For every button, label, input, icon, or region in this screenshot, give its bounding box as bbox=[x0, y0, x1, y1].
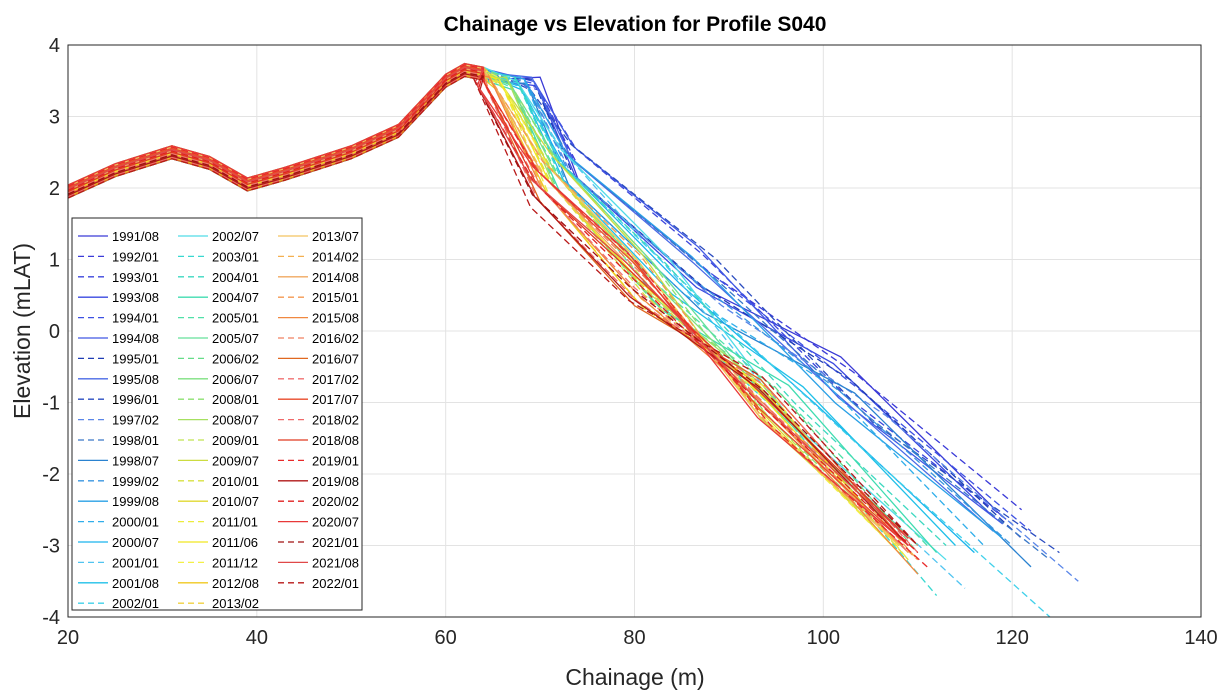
series-lines bbox=[67, 62, 1079, 618]
y-tick-label: -4 bbox=[42, 607, 60, 629]
y-tick-label: 4 bbox=[49, 35, 60, 57]
legend-label: 1996/01 bbox=[112, 392, 159, 407]
y-tick-labels: 4 3 2 1 0 -1 -2 -3 -4 bbox=[42, 35, 60, 629]
series-line-2020-07 bbox=[67, 62, 909, 546]
y-tick-label: 3 bbox=[49, 107, 60, 129]
legend-label: 2010/01 bbox=[212, 474, 259, 489]
legend-label: 2016/07 bbox=[312, 351, 359, 366]
x-tick-label: 140 bbox=[1184, 627, 1217, 649]
legend-label: 2011/06 bbox=[212, 535, 258, 550]
legend-label: 2006/02 bbox=[212, 351, 259, 366]
legend-label: 1992/01 bbox=[112, 249, 159, 264]
legend-label: 2016/02 bbox=[312, 331, 359, 346]
legend-label: 2008/07 bbox=[212, 413, 259, 428]
chart-title: Chainage vs Elevation for Profile S040 bbox=[444, 13, 827, 36]
y-axis-label: Elevation (mLAT) bbox=[9, 243, 35, 419]
series-line-2021-08 bbox=[67, 66, 909, 539]
legend-label: 2019/01 bbox=[312, 453, 359, 468]
legend-label: 2018/02 bbox=[312, 413, 359, 428]
legend-box bbox=[71, 217, 363, 611]
legend-label: 1998/07 bbox=[112, 453, 159, 468]
y-tick-label: -1 bbox=[42, 393, 60, 415]
legend-label: 2013/07 bbox=[312, 229, 359, 244]
y-tick-label: -3 bbox=[42, 536, 60, 558]
y-tick-label: 2 bbox=[49, 178, 60, 200]
series-line-2020-02 bbox=[67, 68, 919, 554]
series-line-2017-02 bbox=[67, 70, 909, 554]
legend-label: 2002/01 bbox=[112, 596, 159, 611]
legend-label: 2005/01 bbox=[212, 311, 259, 326]
series-line-2018-08 bbox=[67, 69, 909, 539]
legend-label: 2012/08 bbox=[212, 576, 259, 591]
legend-label: 2017/02 bbox=[312, 372, 359, 387]
legend-label: 1999/08 bbox=[112, 494, 159, 509]
legend-label: 2022/01 bbox=[312, 576, 359, 591]
legend-label: 2002/07 bbox=[212, 229, 259, 244]
plot-frame bbox=[67, 44, 1202, 618]
legend-label: 2004/01 bbox=[212, 270, 259, 285]
legend-label: 1999/02 bbox=[112, 474, 159, 489]
legend-label: 2000/01 bbox=[112, 515, 159, 530]
legend-label: 2011/01 bbox=[212, 515, 258, 530]
legend-label: 2015/01 bbox=[312, 290, 359, 305]
legend-label: 2015/08 bbox=[312, 311, 359, 326]
legend-label: 2003/01 bbox=[212, 249, 259, 264]
legend-label: 2000/07 bbox=[112, 535, 159, 550]
legend-label: 1991/08 bbox=[112, 229, 159, 244]
x-tick-label: 20 bbox=[57, 627, 79, 649]
y-tick-label: -2 bbox=[42, 464, 60, 486]
x-tick-label: 100 bbox=[807, 627, 840, 649]
legend: 1991/08 1992/01 1993/01 1993/08 1994/01 1994/… bbox=[71, 217, 363, 611]
legend-label: 2010/07 bbox=[212, 494, 259, 509]
legend-label: 2011/12 bbox=[212, 555, 258, 570]
legend-label: 2013/02 bbox=[212, 596, 259, 611]
x-tick-label: 80 bbox=[623, 627, 645, 649]
legend-label: 1993/08 bbox=[112, 290, 159, 305]
legend-label: 2021/01 bbox=[312, 535, 359, 550]
x-tick-label: 40 bbox=[246, 627, 268, 649]
series-line-2019-08 bbox=[67, 73, 909, 546]
legend-label: 2001/08 bbox=[112, 576, 159, 591]
legend-label: 2021/08 bbox=[312, 555, 359, 570]
series-line-2021-01 bbox=[67, 71, 919, 546]
legend-label: 2004/07 bbox=[212, 290, 259, 305]
series-line-2017-07 bbox=[67, 65, 909, 546]
legend-label: 2009/01 bbox=[212, 433, 259, 448]
legend-label: 2014/02 bbox=[312, 249, 359, 264]
y-tick-label: 0 bbox=[49, 321, 60, 343]
legend-label: 1993/01 bbox=[112, 270, 159, 285]
x-tick-label: 60 bbox=[435, 627, 457, 649]
y-tick-label: 1 bbox=[49, 250, 60, 272]
legend-label: 1998/01 bbox=[112, 433, 159, 448]
legend-label: 2001/01 bbox=[112, 555, 159, 570]
legend-label: 2006/07 bbox=[212, 372, 259, 387]
legend-label: 2019/08 bbox=[312, 474, 359, 489]
legend-label: 2008/01 bbox=[212, 392, 259, 407]
legend-label: 2014/08 bbox=[312, 270, 359, 285]
legend-label: 2020/07 bbox=[312, 515, 359, 530]
x-axis-label: Chainage (m) bbox=[565, 664, 704, 690]
series-line-2018-02 bbox=[67, 74, 919, 554]
legend-label: 1994/01 bbox=[112, 311, 159, 326]
legend-label: 2018/08 bbox=[312, 433, 359, 448]
legend-label: 2005/07 bbox=[212, 331, 259, 346]
x-tick-label: 120 bbox=[995, 627, 1028, 649]
legend-label: 2009/07 bbox=[212, 453, 259, 468]
series-line-2022-01 bbox=[67, 75, 919, 546]
x-tick-labels: 20 40 60 80 100 120 140 bbox=[57, 627, 1218, 649]
legend-label: 1997/02 bbox=[112, 413, 159, 428]
legend-label: 1994/08 bbox=[112, 331, 159, 346]
legend-label: 1995/08 bbox=[112, 372, 159, 387]
legend-label: 2017/07 bbox=[312, 392, 359, 407]
legend-label: 2020/02 bbox=[312, 494, 359, 509]
legend-label: 1995/01 bbox=[112, 351, 159, 366]
